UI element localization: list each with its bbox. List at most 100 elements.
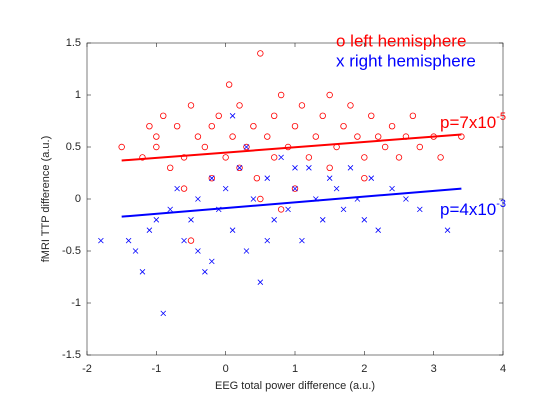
point bbox=[361, 174, 368, 182]
point bbox=[340, 122, 347, 130]
point bbox=[299, 237, 305, 244]
y-tick-label: -1.5 bbox=[62, 349, 81, 361]
y-tick-label: 1 bbox=[75, 89, 81, 101]
y-tick-label: 0.5 bbox=[66, 141, 81, 153]
point bbox=[153, 133, 160, 140]
annotation-text: p=7x10 bbox=[440, 113, 496, 132]
point bbox=[236, 102, 243, 109]
point bbox=[222, 154, 229, 161]
point bbox=[180, 185, 188, 192]
annotation: p=7x10-5 bbox=[440, 111, 506, 133]
point bbox=[278, 154, 284, 161]
point bbox=[225, 81, 233, 88]
point bbox=[153, 217, 160, 223]
point bbox=[416, 143, 423, 151]
point bbox=[368, 175, 375, 181]
point bbox=[403, 196, 409, 202]
x-tick-label: 4 bbox=[500, 363, 506, 375]
point bbox=[146, 122, 153, 130]
point bbox=[298, 102, 306, 109]
point bbox=[195, 196, 201, 202]
annotation-exponent: -5 bbox=[496, 111, 506, 123]
point bbox=[305, 154, 313, 161]
point bbox=[271, 112, 278, 119]
annotation-exponent: -3 bbox=[496, 198, 506, 210]
point bbox=[209, 175, 215, 181]
point bbox=[187, 237, 195, 244]
point bbox=[243, 143, 250, 151]
point bbox=[271, 217, 277, 223]
point bbox=[347, 102, 354, 109]
x-tick-label: 3 bbox=[431, 363, 437, 375]
point bbox=[292, 165, 298, 171]
y-tick-label: 0 bbox=[75, 193, 81, 205]
point bbox=[173, 122, 181, 130]
point bbox=[236, 165, 243, 171]
point bbox=[98, 237, 104, 244]
point bbox=[139, 154, 146, 161]
point bbox=[125, 237, 132, 244]
fit-line bbox=[121, 187, 462, 218]
point bbox=[236, 164, 243, 171]
point bbox=[368, 112, 375, 119]
point bbox=[277, 91, 285, 99]
x-tick-label: -2 bbox=[82, 363, 92, 375]
y-axis-label: fMRI TTP difference (a.u.) bbox=[40, 136, 52, 263]
y-tick-label: -0.5 bbox=[62, 245, 81, 257]
x-tick-label: -1 bbox=[151, 363, 161, 375]
point bbox=[257, 50, 264, 57]
point bbox=[132, 248, 139, 254]
point bbox=[326, 164, 333, 171]
point bbox=[160, 310, 167, 317]
point bbox=[146, 227, 153, 233]
point bbox=[153, 143, 160, 151]
point bbox=[333, 185, 340, 192]
point bbox=[417, 206, 423, 213]
plot-frame bbox=[86, 42, 504, 356]
point bbox=[202, 269, 208, 275]
point bbox=[319, 217, 326, 223]
x-tick-label: 1 bbox=[292, 363, 298, 375]
point bbox=[395, 154, 403, 161]
point bbox=[264, 133, 271, 140]
point bbox=[291, 122, 299, 130]
point bbox=[271, 154, 278, 161]
point bbox=[319, 112, 326, 119]
point bbox=[326, 91, 333, 99]
point bbox=[208, 122, 215, 130]
point bbox=[264, 175, 271, 181]
point bbox=[187, 102, 195, 109]
y-tick-label: 1.5 bbox=[66, 37, 81, 49]
point bbox=[292, 185, 298, 192]
point bbox=[229, 227, 236, 233]
point bbox=[257, 195, 264, 203]
point bbox=[209, 258, 215, 265]
y-tick-label: -1 bbox=[71, 297, 81, 309]
point bbox=[215, 112, 222, 119]
point bbox=[180, 154, 188, 161]
point bbox=[354, 133, 361, 140]
point bbox=[118, 143, 125, 151]
point bbox=[285, 206, 291, 213]
point bbox=[253, 174, 261, 182]
point bbox=[444, 227, 451, 233]
x-tick-label: 2 bbox=[361, 363, 367, 375]
point bbox=[361, 217, 368, 223]
point bbox=[181, 237, 187, 244]
point bbox=[243, 144, 250, 150]
point bbox=[257, 279, 264, 285]
point bbox=[381, 143, 389, 151]
point bbox=[250, 122, 257, 130]
point bbox=[160, 112, 167, 119]
point bbox=[188, 217, 194, 223]
point bbox=[229, 113, 236, 119]
point bbox=[409, 112, 417, 119]
annotation: p=4x10-3 bbox=[440, 198, 506, 220]
point bbox=[201, 143, 209, 151]
x-axis-label: EEG total power difference (a.u.) bbox=[215, 380, 375, 392]
point bbox=[361, 154, 368, 161]
point bbox=[388, 122, 396, 130]
point bbox=[326, 175, 333, 181]
